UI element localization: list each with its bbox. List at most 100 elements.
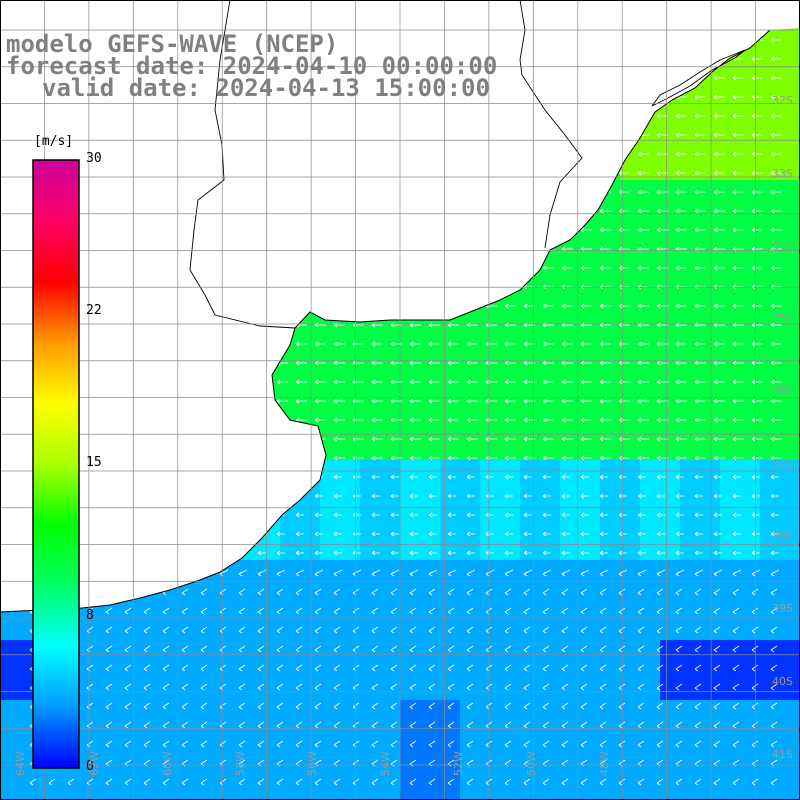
wind-arrow: [333, 341, 345, 347]
wind-arrow: [447, 607, 455, 615]
field-cell: [260, 740, 280, 760]
wind-arrow: [732, 132, 744, 138]
wind-arrow: [485, 398, 497, 404]
field-cell: [460, 460, 480, 480]
wind-arrow: [314, 341, 326, 347]
wind-arrow: [276, 626, 284, 634]
field-cell: [640, 160, 660, 180]
field-cell: [500, 660, 520, 680]
field-cell: [120, 740, 140, 760]
wind-arrow: [637, 607, 645, 615]
wind-arrow: [618, 341, 630, 347]
field-cell: [540, 340, 560, 360]
wind-arrow: [314, 569, 324, 577]
wind-arrow: [390, 569, 400, 577]
field-cell: [0, 620, 20, 640]
wind-arrow: [371, 398, 383, 404]
field-cell: [340, 380, 360, 400]
wind-arrow: [390, 626, 398, 634]
wind-arrow: [333, 360, 345, 366]
wind-arrow: [333, 740, 341, 748]
wind-arrow: [751, 626, 759, 634]
field-cell: [240, 680, 260, 700]
wind-arrow: [295, 683, 303, 691]
wind-arrow: [105, 607, 113, 615]
wind-arrow: [675, 398, 687, 404]
field-cell: [300, 680, 320, 700]
field-cell: [740, 740, 760, 760]
wind-arrow: [656, 151, 668, 157]
wind-arrow: [694, 341, 706, 347]
field-cell: [560, 380, 580, 400]
field-cell: [380, 380, 400, 400]
wind-arrow: [732, 550, 741, 556]
field-cell: [540, 560, 560, 580]
field-cell: [460, 420, 480, 440]
wind-arrow: [656, 645, 664, 653]
wind-arrow: [447, 664, 455, 672]
field-cell: [160, 680, 180, 700]
field-cell: [680, 120, 700, 140]
field-cell: [0, 740, 20, 760]
field-cell: [280, 360, 300, 380]
field-cell: [620, 300, 640, 320]
wind-arrow: [770, 189, 782, 195]
wind-arrow: [390, 645, 398, 653]
wind-arrow: [371, 721, 379, 729]
field-cell: [200, 740, 220, 760]
wind-arrow: [466, 455, 478, 461]
wind-arrow: [295, 398, 307, 404]
latitude-label: 33S: [772, 167, 793, 180]
field-cell: [400, 600, 420, 620]
wind-arrow: [143, 626, 151, 634]
field-cell: [740, 420, 760, 440]
wind-arrow: [694, 778, 702, 786]
wind-arrow: [770, 569, 780, 577]
field-cell: [580, 540, 600, 560]
field-cell: [300, 640, 320, 660]
wind-arrow: [618, 265, 630, 271]
wind-arrow: [751, 436, 763, 442]
field-cell: [540, 620, 560, 640]
field-cell: [200, 620, 220, 640]
wind-arrow: [504, 531, 513, 537]
field-cell: [540, 720, 560, 740]
field-cell: [120, 640, 140, 660]
wind-arrow: [694, 265, 706, 271]
wind-arrow: [523, 740, 531, 748]
wind-arrow: [390, 531, 399, 537]
wind-arrow: [276, 664, 284, 672]
field-cell: [700, 740, 720, 760]
wind-arrow: [675, 303, 687, 309]
field-cell: [700, 680, 720, 700]
wind-arrow: [599, 265, 611, 271]
field-cell: [640, 760, 660, 780]
wind-arrow: [751, 474, 760, 480]
wind-arrow: [561, 417, 573, 423]
field-cell: [320, 760, 340, 780]
field-cell: [660, 620, 680, 640]
field-cell: [420, 560, 440, 580]
field-cell: [740, 60, 760, 80]
wind-arrow: [257, 588, 265, 596]
field-cell: [540, 260, 560, 280]
wind-arrow: [390, 740, 398, 748]
wind-arrow: [713, 417, 725, 423]
wind-arrow: [371, 550, 380, 556]
field-cell: [260, 600, 280, 620]
wind-arrow: [770, 474, 779, 480]
wind-arrow: [599, 588, 607, 596]
field-cell: [120, 680, 140, 700]
field-cell: [620, 700, 640, 720]
wind-arrow: [770, 151, 782, 157]
wind-arrow: [542, 531, 551, 537]
wind-arrow: [428, 588, 436, 596]
wind-arrow: [485, 341, 497, 347]
field-cell: [640, 420, 660, 440]
field-cell: [780, 260, 800, 280]
field-cell: [240, 600, 260, 620]
wind-arrow: [504, 778, 512, 786]
field-cell: [540, 460, 560, 480]
field-cell: [100, 700, 120, 720]
field-cell: [240, 720, 260, 740]
